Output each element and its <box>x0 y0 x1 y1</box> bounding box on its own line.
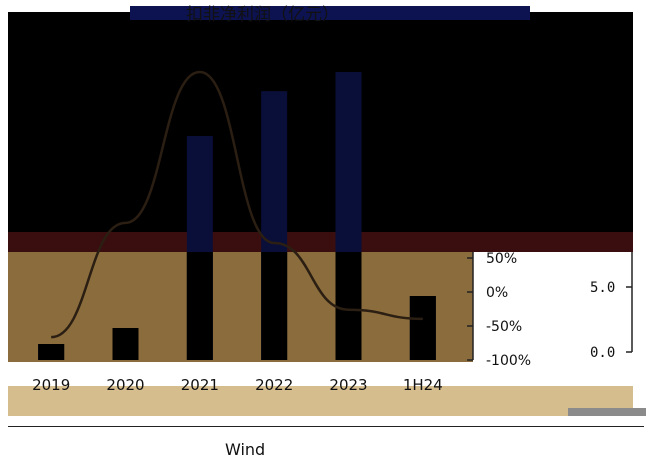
bars <box>38 72 436 360</box>
red-band <box>8 232 633 252</box>
x-tick-label: 2019 <box>32 376 70 394</box>
bottom-strip <box>8 386 633 416</box>
x-axis-labels: 2019 2020 2021 2022 2023 1H24 <box>32 376 443 394</box>
right-axis-1-label: -50% <box>486 319 522 335</box>
bar-lower-1H24 <box>409 296 436 360</box>
x-tick-label: 2020 <box>106 376 144 394</box>
x-tick-label: 1H24 <box>403 376 443 394</box>
footer-rule <box>8 426 644 427</box>
right-axis-2-label: 0.0 <box>590 345 615 361</box>
bar-lower-2019 <box>38 344 65 360</box>
right-axis-2-ticks: 5.0 0.0 <box>590 280 632 361</box>
bar-lower-2020 <box>112 328 139 360</box>
chart-title: 扣非净利润（亿元） <box>186 5 339 25</box>
upper-background <box>8 12 633 252</box>
trend-line <box>51 70 423 339</box>
x-tick-label: 2021 <box>181 376 219 394</box>
x-tick-label: 2023 <box>329 376 367 394</box>
lower-right-background <box>473 252 633 362</box>
bar-lower-2023 <box>335 252 362 360</box>
gray-strip <box>568 408 646 416</box>
right-axis-1-label: 0% <box>486 285 508 301</box>
bar-lower-2021 <box>186 252 213 360</box>
lower-background <box>8 252 473 362</box>
right-axis-1-ticks: 50% 0% -50% -100% <box>467 251 531 369</box>
right-axis-1-label: 50% <box>486 251 517 267</box>
title-band <box>130 6 530 20</box>
x-tick-label: 2022 <box>255 376 293 394</box>
right-axis-1-label: -100% <box>486 353 531 369</box>
bar-lower-2022 <box>261 252 288 360</box>
right-axis-2-label: 5.0 <box>590 280 615 296</box>
source-label: Wind <box>225 440 266 459</box>
